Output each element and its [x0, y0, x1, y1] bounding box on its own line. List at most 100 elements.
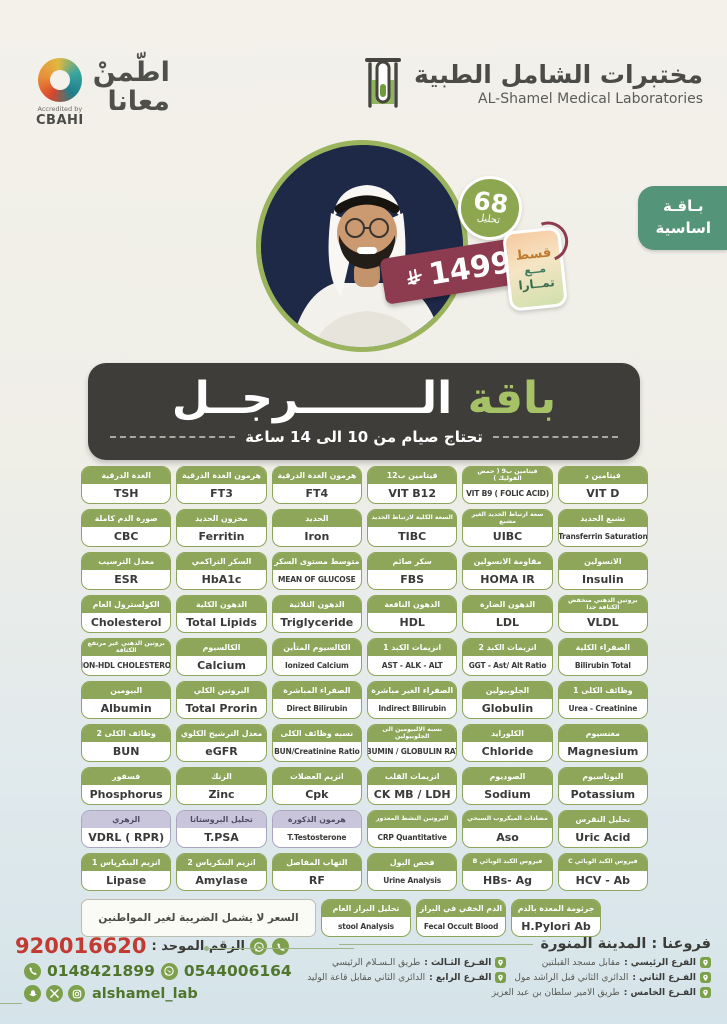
social-handle[interactable]: alshamel_lab [92, 985, 198, 1002]
test-name-english: VLDL [587, 616, 619, 629]
model-photo [256, 140, 468, 352]
test-name-arabic: انزيمات الكبد 2 [463, 639, 552, 656]
instagram-icon[interactable] [68, 985, 85, 1002]
test-name-english: HbA1c [201, 573, 242, 586]
tests-grid: فيتامين د VIT D فيتامين ب9 ( حمض الفوليك )… [81, 466, 648, 891]
test-name-english: FT4 [305, 487, 329, 500]
test-card-tsh: الغدة الدرقية TSH [81, 466, 172, 504]
cbahi-label: CBAHI [36, 113, 84, 128]
package-title: باقة الــــــــرجــل [171, 373, 557, 424]
test-name-arabic: الكالسيوم المتأين [272, 639, 361, 656]
branch-label: الفـرع الرابع : [429, 972, 492, 983]
test-name-english: T.Testosterone [287, 833, 347, 842]
test-name-english: BUN/Creatinine Ratio [274, 747, 360, 756]
test-card-total-lipids: الدهون الكلية Total Lipids [176, 595, 267, 633]
branch-address: طريق الـسـلام الرئيسي [331, 957, 421, 968]
test-name-arabic: الزنك [177, 768, 266, 785]
whatsapp-number[interactable]: 0544006164 [183, 962, 292, 980]
test-card-ck-mb-ldh: انزيمات القلب CK MB / LDH [367, 767, 458, 805]
test-name-arabic: الصفراء الكلية [558, 639, 647, 656]
test-name-english: Calcium [197, 659, 246, 672]
test-card-vldl: بروتين الدهني منخفض الكثافة جدا VLDL [557, 595, 648, 633]
package-title-banner: باقة الــــــــرجــل تحتاج صيام من 10 ال… [88, 363, 640, 460]
test-card-hba1c: السكر التراكمي HbA1c [176, 552, 267, 590]
test-name-arabic: البروتين النشط المعدور [368, 811, 457, 828]
test-name-english: RF [308, 874, 325, 887]
test-card-ggt-ast-alt-ratio: انزيمات الكبد 2 GGT - Ast/ Alt Ratio [462, 638, 553, 676]
branch-address: مقابل مسجد القبلتين [541, 957, 621, 968]
test-name-arabic: الصوديوم [463, 768, 552, 785]
test-name-arabic: وظائف الكلى 1 [558, 682, 647, 699]
branch-item: الفـرع الثـالث : طريق الـسـلام الرئيسي [307, 957, 507, 968]
test-card-albumin-globulin-ratio: نسبه الالبيومين الى الجلوبيولين ALBUMIN /… [367, 724, 458, 762]
test-name-english: Albumin [100, 702, 152, 715]
test-name-arabic: البوتاسيوم [558, 768, 647, 785]
test-name-arabic: تحليل البروستاتا [177, 811, 266, 828]
test-card-h-pylori-ab: جرثومة المعدة بالدم H.Pylori Ab [511, 899, 601, 937]
saudi-riyal-icon [406, 268, 422, 285]
test-name-arabic: فيروس الكبد الوبائي C [558, 854, 647, 871]
test-name-arabic: انزيمات الكبد 1 [368, 639, 457, 656]
test-name-english: FT3 [210, 487, 233, 500]
test-name-english: Zinc [208, 788, 235, 801]
test-name-english: Aso [496, 831, 519, 844]
unified-number[interactable]: 920016620 [15, 934, 147, 958]
branches-section: فروعنا : المدينة المنورة الفرع الرئيسي :… [307, 936, 711, 998]
whatsapp-icon[interactable] [250, 938, 267, 955]
test-name-arabic: فسفور [82, 768, 171, 785]
test-count-unit: تحليل [476, 212, 501, 227]
snapchat-icon[interactable] [24, 985, 41, 1002]
accredited-by-label: Accredited by [37, 105, 83, 113]
test-name-english: MEAN OF GLUCOSE [278, 575, 356, 584]
unified-number-label: الرقم الموحد : [151, 939, 245, 954]
package-tab-line1: بـاقـة [663, 197, 704, 215]
test-name-arabic: الانسولين [558, 553, 647, 570]
test-card-t-psa: تحليل البروستاتا T.PSA [176, 810, 267, 848]
test-name-arabic: الكالسيوم [177, 639, 266, 656]
test-name-english: VIT B12 [388, 487, 436, 500]
test-name-arabic: مغنسيوم [558, 725, 647, 742]
test-card-ft3: هرمون الغدة الدرقية FT3 [176, 466, 267, 504]
test-name-arabic: الكولسترول العام [82, 596, 171, 613]
x-twitter-icon[interactable] [46, 985, 63, 1002]
test-name-arabic: الدهون الكلية [177, 596, 266, 613]
test-name-arabic: البروتين الكلي [177, 682, 266, 699]
branch-address: طريق الامير سلطان بن عبد العزيز [491, 987, 620, 998]
test-name-english: ESR [114, 573, 139, 586]
man-illustration [261, 145, 463, 347]
test-name-arabic: الدهون الضارة [463, 596, 552, 613]
test-name-arabic: الدم الخفي في البراز [417, 900, 505, 917]
tamara-installment-badge: قسط مــع تمــارا [501, 226, 569, 312]
test-name-english: VIT B9 ( FOLIC ACID) [466, 489, 549, 498]
test-name-english: Transferrin Saturation [558, 532, 648, 541]
test-name-arabic: فيتامين د [558, 467, 647, 484]
tamara-line3: تمــارا [517, 275, 556, 293]
phone-icon[interactable] [272, 938, 289, 955]
test-name-arabic: متوسط مستوى السكر [272, 553, 361, 570]
phone-icon[interactable] [24, 962, 41, 980]
test-card-cpk: انزيم العضلات Cpk [271, 767, 362, 805]
branch-address: الدائري الثاني مقابل قاعة الوليد [307, 972, 426, 983]
test-name-arabic: انزيم البنكرياس 1 [82, 854, 171, 871]
landline-number[interactable]: 0148421899 [47, 962, 155, 980]
test-card-stool-analysis: تحليل البراز العام stool Analysis [321, 899, 411, 937]
test-name-arabic: مخزون الحديد [177, 510, 266, 527]
package-type-tab: بـاقـة اساسية [637, 186, 727, 250]
divider-line [339, 943, 533, 945]
test-name-english: TSH [113, 487, 139, 500]
test-name-arabic: وظائف الكلى 2 [82, 725, 171, 742]
test-card-calcium: الكالسيوم Calcium [176, 638, 267, 676]
test-card-iron: الحديد Iron [271, 509, 362, 547]
test-name-arabic: الدهون النافعة [368, 596, 457, 613]
test-name-english: Fecal Occult Blood [423, 922, 499, 931]
test-name-arabic: البيومين [82, 682, 171, 699]
test-card-vit-b9-folic-acid: فيتامين ب9 ( حمض الفوليك ) VIT B9 ( FOLIC… [462, 466, 553, 504]
test-name-arabic: الغدة الدرقية [82, 467, 171, 484]
test-name-english: Cholesterol [90, 616, 162, 629]
test-name-english: Phosphorus [89, 788, 163, 801]
test-name-english: eGFR [205, 745, 238, 758]
test-name-english: Insulin [581, 573, 624, 586]
branch-item: الفرع الرئيسي : مقابل مسجد القبلتين [514, 957, 711, 968]
whatsapp-icon[interactable] [160, 962, 178, 980]
test-name-arabic: بروتين الدهني غير مرتفع الكثافة [82, 639, 171, 656]
